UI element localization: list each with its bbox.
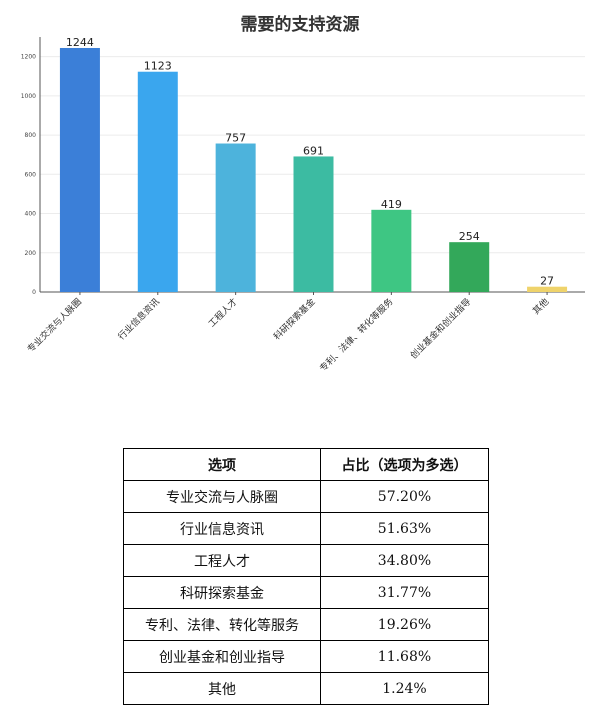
y-tick-label: 600: [25, 171, 37, 178]
x-tick-label: 其他: [530, 296, 551, 317]
header-option: 选项: [123, 448, 321, 481]
row-share: 19.26%: [320, 608, 489, 641]
row-option: 其他: [123, 672, 321, 705]
bar-chart: 需要的支持资源 0 200 400 600 800 1000 1200 1244 专业交流与人脉…: [21, 15, 585, 374]
header-share: 占比（选项为多选）: [320, 448, 489, 481]
data-label: 1244: [66, 36, 94, 49]
share-table: 选项 占比（选项为多选） 专业交流与人脉圈 57.20% 行业信息资讯 51.6…: [123, 448, 489, 705]
data-label: 757: [225, 132, 246, 145]
row-option: 行业信息资讯: [123, 512, 321, 545]
row-option: 专利、法律、转化等服务: [123, 608, 321, 641]
bar: [371, 209, 412, 292]
table-row: 行业信息资讯 51.63%: [123, 512, 489, 545]
x-tick-label: 专业交流与人脉圈: [25, 296, 84, 355]
bar: [215, 143, 256, 292]
row-option: 专业交流与人脉圈: [123, 480, 321, 513]
bar: [449, 242, 490, 292]
row-share: 1.24%: [320, 672, 489, 705]
data-table: 选项 占比（选项为多选） 专业交流与人脉圈 57.20% 行业信息资讯 51.6…: [123, 448, 489, 705]
y-tick-label: 400: [25, 211, 37, 218]
table-row: 其他 1.24%: [123, 672, 489, 705]
data-label: 27: [540, 275, 554, 288]
row-share: 34.80%: [320, 544, 489, 577]
table-header-row: 选项 占比（选项为多选）: [123, 448, 489, 481]
x-tick-label: 行业信息资讯: [115, 296, 162, 343]
row-share: 31.77%: [320, 576, 489, 609]
data-label: 419: [381, 198, 402, 211]
table-row: 工程人才 34.80%: [123, 544, 489, 577]
y-tick-label: 800: [25, 132, 37, 139]
bar: [137, 71, 178, 292]
y-tick-label: 1000: [21, 93, 36, 100]
table-row: 专利、法律、转化等服务 19.26%: [123, 608, 489, 641]
x-tick-label: 科研探索基金: [271, 296, 318, 343]
x-tick-label: 专利、法律、转化等服务: [317, 296, 395, 374]
y-tick-label: 0: [32, 289, 36, 296]
table-row: 创业基金和创业指导 11.68%: [123, 640, 489, 673]
row-option: 创业基金和创业指导: [123, 640, 321, 673]
x-tick-label: 创业基金和创业指导: [408, 296, 474, 362]
chart-svg: 0 200 400 600 800 1000 1200 1244 专业交流与人脉圈 1123 行业信…: [21, 36, 585, 374]
x-tick-label: 工程人才: [206, 296, 240, 330]
row-share: 57.20%: [320, 480, 489, 513]
bar: [527, 286, 568, 292]
data-label: 254: [459, 230, 480, 243]
y-tick-label: 1200: [21, 54, 36, 61]
row-share: 51.63%: [320, 512, 489, 545]
data-label: 1123: [144, 60, 172, 73]
table-row: 科研探索基金 31.77%: [123, 576, 489, 609]
row-option: 工程人才: [123, 544, 321, 577]
chart-title: 需要的支持资源: [240, 15, 360, 35]
table-row: 专业交流与人脉圈 57.20%: [123, 480, 489, 513]
bar: [59, 47, 100, 292]
bar: [293, 156, 334, 292]
y-tick-label: 200: [25, 250, 37, 257]
row-share: 11.68%: [320, 640, 489, 673]
row-option: 科研探索基金: [123, 576, 321, 609]
data-label: 691: [303, 144, 324, 157]
